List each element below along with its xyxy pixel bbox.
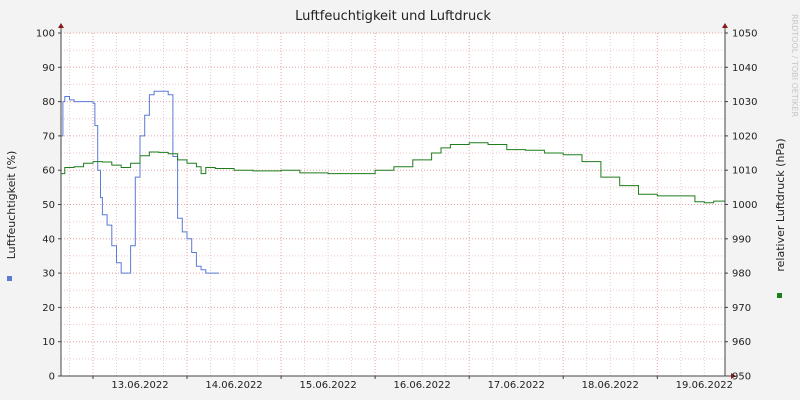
x-tick-label: 19.06.2022 — [676, 380, 733, 391]
y2-tick-label: 1050 — [732, 29, 757, 40]
series-layer — [61, 90, 726, 274]
pressure-series-line — [61, 142, 726, 204]
y2-tick-label: 970 — [732, 303, 751, 314]
y2-tick-label: 1000 — [732, 200, 757, 211]
x-tick-label: 13.06.2022 — [111, 380, 168, 391]
rrdtool-watermark: RRDTOOL / TOBI OETIKER — [790, 14, 799, 117]
y-tick-label: 70 — [42, 131, 55, 142]
legend-marker-humidity — [7, 276, 12, 281]
y-tick-label: 10 — [42, 337, 55, 348]
right-tick-labels: 950 960 970 980 990 1000 1010 1020 1030 1040 1050 — [732, 29, 757, 383]
x-axis-arrow — [731, 373, 736, 379]
y2-tick-label: 1040 — [732, 63, 757, 74]
y2-tick-label: 1030 — [732, 97, 757, 108]
y-tick-label: 80 — [42, 97, 55, 108]
y-tick-label: 30 — [42, 269, 55, 280]
x-tick-label: 17.06.2022 — [488, 380, 545, 391]
y-tick-label: 20 — [42, 303, 55, 314]
y-tick-label: 60 — [42, 166, 55, 177]
y2-axis-arrow — [722, 23, 728, 28]
left-tick-labels: 0 10 20 30 40 50 60 70 80 90 100 — [36, 29, 55, 383]
y-tick-label: 40 — [42, 234, 55, 245]
y2-tick-label: 1010 — [732, 166, 757, 177]
y-tick-label: 100 — [36, 29, 55, 40]
major-grid — [61, 32, 725, 377]
y-axis-label: Luftfeuchtigkeit (%) — [5, 151, 18, 260]
y2-tick-label: 960 — [732, 337, 751, 348]
plot-area — [61, 33, 725, 376]
humidity-series-line — [61, 90, 219, 274]
y2-tick-label: 1020 — [732, 131, 757, 142]
y2-tick-label: 950 — [732, 372, 751, 383]
axes — [58, 23, 736, 379]
x-tick-labels: 13.06.2022 14.06.2022 15.06.2022 16.06.2022… — [111, 380, 733, 391]
x-tick-label: 14.06.2022 — [205, 380, 262, 391]
y2-tick-label: 990 — [732, 234, 751, 245]
x-tick-label: 16.06.2022 — [394, 380, 451, 391]
y2-tick-label: 980 — [732, 269, 751, 280]
x-tick-label: 18.06.2022 — [582, 380, 639, 391]
y-axis-arrow — [58, 23, 64, 28]
legend-marker-pressure — [777, 293, 782, 298]
y-tick-label: 0 — [49, 372, 55, 383]
y2-axis-label: relativer Luftdruck (hPa) — [774, 138, 787, 271]
chart-title: Luftfeuchtigkeit und Luftdruck — [295, 9, 491, 24]
x-tick-label: 15.06.2022 — [299, 380, 356, 391]
y-tick-label: 50 — [42, 200, 55, 211]
y-tick-label: 90 — [42, 63, 55, 74]
